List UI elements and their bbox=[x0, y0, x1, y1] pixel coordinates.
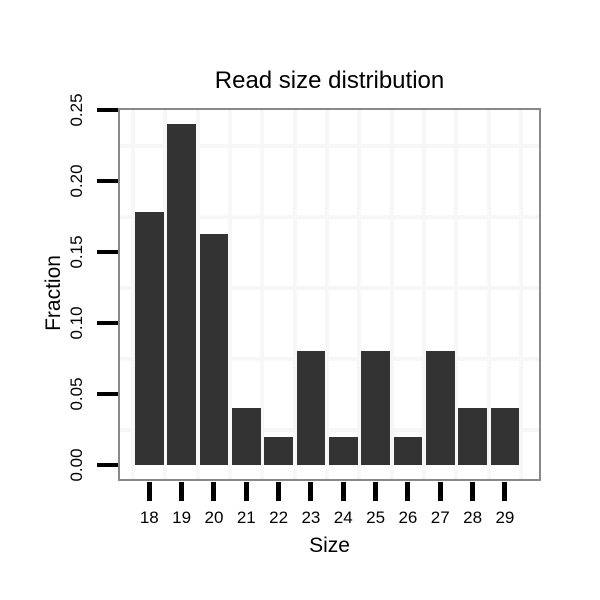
x-tick bbox=[179, 482, 185, 501]
x-tick-label: 26 bbox=[398, 508, 418, 527]
x-axis-title: Size bbox=[309, 534, 350, 557]
x-tick bbox=[211, 482, 217, 501]
bar-22 bbox=[264, 436, 293, 465]
y-tick-label: 0.00 bbox=[67, 448, 86, 482]
y-tick-label: 0.15 bbox=[67, 235, 86, 269]
gridline-v bbox=[389, 110, 394, 479]
bar-28 bbox=[458, 408, 487, 465]
gridline-v bbox=[357, 110, 362, 479]
x-tick-label: 18 bbox=[139, 508, 159, 527]
gridline-v bbox=[486, 110, 491, 479]
y-tick-label: 0.20 bbox=[67, 164, 86, 198]
gridline-v bbox=[422, 110, 427, 479]
gridline-h bbox=[120, 214, 539, 219]
x-tick-label: 27 bbox=[430, 508, 450, 527]
bar-18 bbox=[135, 212, 164, 465]
bar-26 bbox=[393, 436, 423, 465]
y-axis-title: Fraction bbox=[42, 255, 65, 331]
gridline-v bbox=[454, 110, 459, 479]
gridline-h bbox=[120, 285, 539, 290]
bar-27 bbox=[425, 351, 455, 465]
x-tick bbox=[470, 482, 476, 501]
bar-25 bbox=[361, 351, 390, 465]
bar-23 bbox=[296, 351, 326, 465]
gridline-v bbox=[228, 110, 233, 479]
gridline-h bbox=[120, 143, 539, 148]
x-tick-label: 23 bbox=[301, 508, 321, 527]
x-tick bbox=[276, 482, 282, 501]
x-tick bbox=[405, 482, 411, 501]
x-tick-label: 21 bbox=[236, 508, 256, 527]
x-tick-label: 25 bbox=[366, 508, 386, 527]
y-tick-label: 0.10 bbox=[67, 306, 86, 340]
y-tick bbox=[97, 392, 118, 396]
gridline-v bbox=[195, 110, 200, 479]
x-tick bbox=[308, 482, 314, 501]
y-tick bbox=[97, 321, 118, 325]
gridline-v bbox=[260, 110, 265, 479]
y-tick bbox=[97, 250, 118, 254]
bar-24 bbox=[328, 436, 358, 465]
x-tick bbox=[340, 482, 346, 501]
chart-title: Read size distribution bbox=[214, 67, 445, 94]
x-tick bbox=[502, 482, 508, 501]
bar-20 bbox=[199, 233, 229, 465]
x-tick-label: 29 bbox=[495, 508, 515, 527]
y-tick-label: 0.25 bbox=[67, 93, 86, 127]
gridline-h bbox=[120, 356, 539, 361]
gridline-v bbox=[292, 110, 297, 479]
x-tick bbox=[437, 482, 443, 501]
x-tick-label: 22 bbox=[269, 508, 289, 527]
gridline-v bbox=[325, 110, 330, 479]
y-tick-label: 0.05 bbox=[67, 377, 86, 411]
x-tick-label: 19 bbox=[172, 508, 192, 527]
gridline-v bbox=[519, 110, 524, 479]
gridline-v bbox=[131, 110, 136, 479]
gridline-v bbox=[163, 110, 168, 479]
y-tick bbox=[97, 108, 118, 112]
y-tick bbox=[97, 179, 118, 183]
x-tick-label: 28 bbox=[463, 508, 483, 527]
x-tick-label: 24 bbox=[333, 508, 353, 527]
x-tick bbox=[243, 482, 249, 501]
bar-21 bbox=[231, 408, 261, 465]
y-tick bbox=[97, 463, 118, 467]
gridline-h bbox=[120, 427, 539, 432]
plot-panel bbox=[118, 108, 541, 481]
x-tick-label: 20 bbox=[204, 508, 224, 527]
bar-19 bbox=[167, 124, 196, 465]
x-tick bbox=[146, 482, 152, 501]
x-tick bbox=[373, 482, 379, 501]
bar-29 bbox=[490, 408, 520, 465]
